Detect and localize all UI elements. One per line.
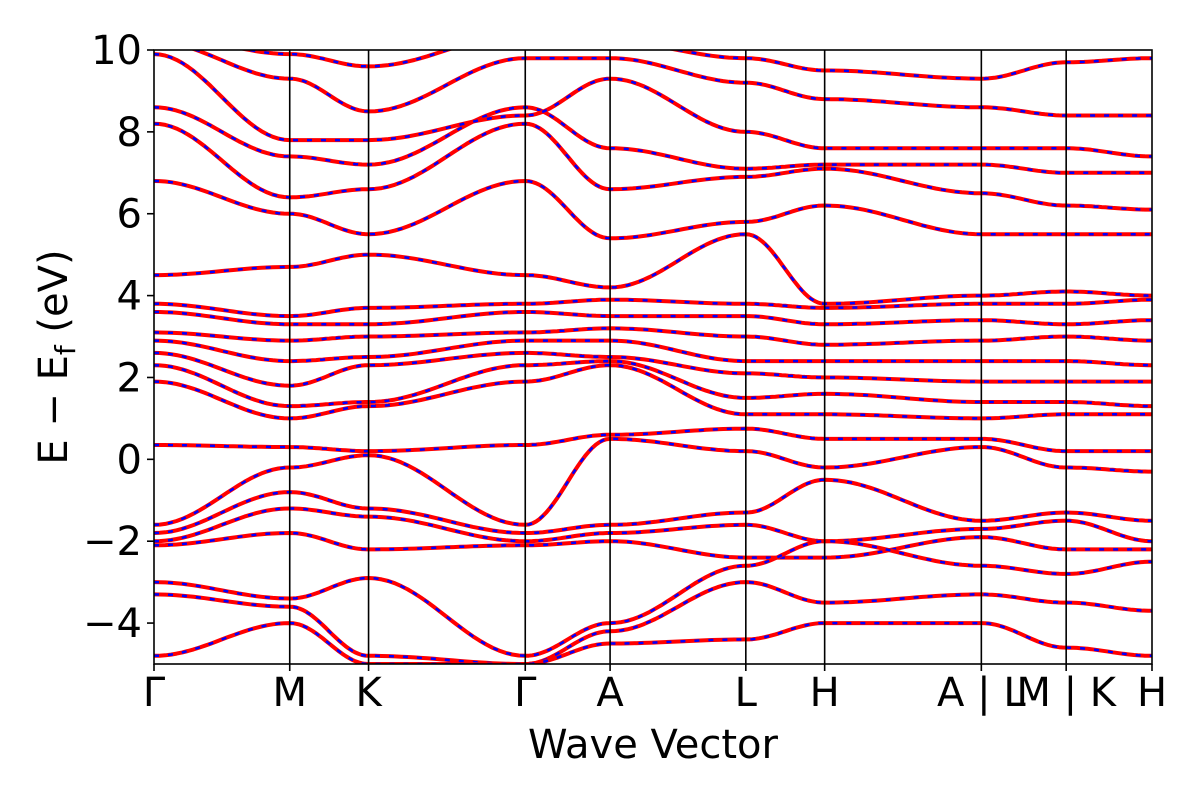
x-axis-label: Wave Vector bbox=[528, 722, 779, 768]
band-20-solid bbox=[190, 50, 1152, 118]
y-tick-label-1: 8 bbox=[117, 110, 142, 156]
band-16-dashed bbox=[154, 179, 1152, 240]
band-13-dashed bbox=[154, 310, 1152, 326]
x-tick-label-5: L bbox=[735, 670, 758, 716]
band-8-dashed bbox=[154, 363, 1152, 420]
plot-frame bbox=[153, 49, 1153, 665]
band-12-solid bbox=[154, 326, 1152, 347]
band-15-dashed bbox=[154, 232, 1152, 306]
x-tick-label-7: A | L bbox=[937, 670, 1026, 716]
band-15-solid bbox=[154, 232, 1152, 306]
band-5-solid bbox=[154, 539, 1152, 658]
band-4-solid bbox=[154, 531, 1152, 560]
band-0-dashed bbox=[154, 427, 1152, 453]
band-7-dashed bbox=[154, 621, 1152, 664]
band-16-solid bbox=[154, 179, 1152, 241]
band-19-dashed bbox=[154, 52, 1152, 158]
x-tick-label-3: Γ bbox=[514, 670, 537, 716]
band-14-dashed bbox=[154, 298, 1152, 318]
y-tick-label-6: −2 bbox=[83, 519, 142, 565]
band-1-solid bbox=[154, 436, 1152, 527]
y-tick-label-4: 2 bbox=[117, 355, 142, 401]
y-tick-label-3: 4 bbox=[117, 274, 142, 320]
band-11-solid bbox=[154, 338, 1152, 368]
x-tick-label-2: K bbox=[355, 670, 383, 716]
bands-layer bbox=[154, 50, 1152, 664]
band-2-dashed bbox=[154, 478, 1152, 535]
y-axis-label: E − Ef (eV) bbox=[31, 249, 82, 464]
x-axis-ticks: Γ M K Γ A L H A | LM | K H bbox=[143, 664, 1167, 716]
y-axis-label-unit: (eV) bbox=[31, 249, 77, 345]
band-14-solid bbox=[154, 297, 1152, 319]
segment-boundaries bbox=[288, 50, 1067, 664]
band-9-dashed bbox=[154, 359, 1152, 408]
y-axis-label-subscript: f bbox=[49, 344, 82, 355]
x-tick-label-1: M bbox=[272, 670, 307, 716]
band-10-dashed bbox=[154, 351, 1152, 387]
band-3-dashed bbox=[154, 507, 1152, 543]
y-axis-label-main: E − E bbox=[31, 355, 77, 465]
y-tick-label-0: 10 bbox=[91, 28, 142, 74]
band-20-dashed bbox=[192, 50, 1152, 117]
band-12-dashed bbox=[154, 327, 1152, 346]
band-8-solid bbox=[154, 363, 1152, 421]
y-axis-ticks: 10 8 6 4 2 0 −2 −4 bbox=[83, 28, 154, 647]
x-tick-label-8: M | K bbox=[1016, 670, 1117, 716]
band-6-dashed bbox=[154, 580, 1152, 664]
x-tick-label-4: A bbox=[596, 670, 624, 716]
x-tick-label-0: Γ bbox=[143, 670, 166, 716]
band-21-solid bbox=[239, 50, 1152, 81]
y-tick-label-2: 6 bbox=[117, 192, 142, 238]
band-19-solid bbox=[154, 52, 1152, 159]
x-tick-label-9: H bbox=[1137, 670, 1167, 716]
band-17-dashed bbox=[154, 122, 1152, 211]
y-tick-label-5: 0 bbox=[117, 437, 142, 483]
band-3-solid bbox=[154, 506, 1152, 544]
band-18-dashed bbox=[154, 106, 1152, 175]
x-tick-label-6: H bbox=[810, 670, 840, 716]
band-2-solid bbox=[154, 477, 1152, 535]
band-5-dashed bbox=[154, 539, 1152, 658]
y-tick-label-7: −4 bbox=[83, 601, 142, 647]
